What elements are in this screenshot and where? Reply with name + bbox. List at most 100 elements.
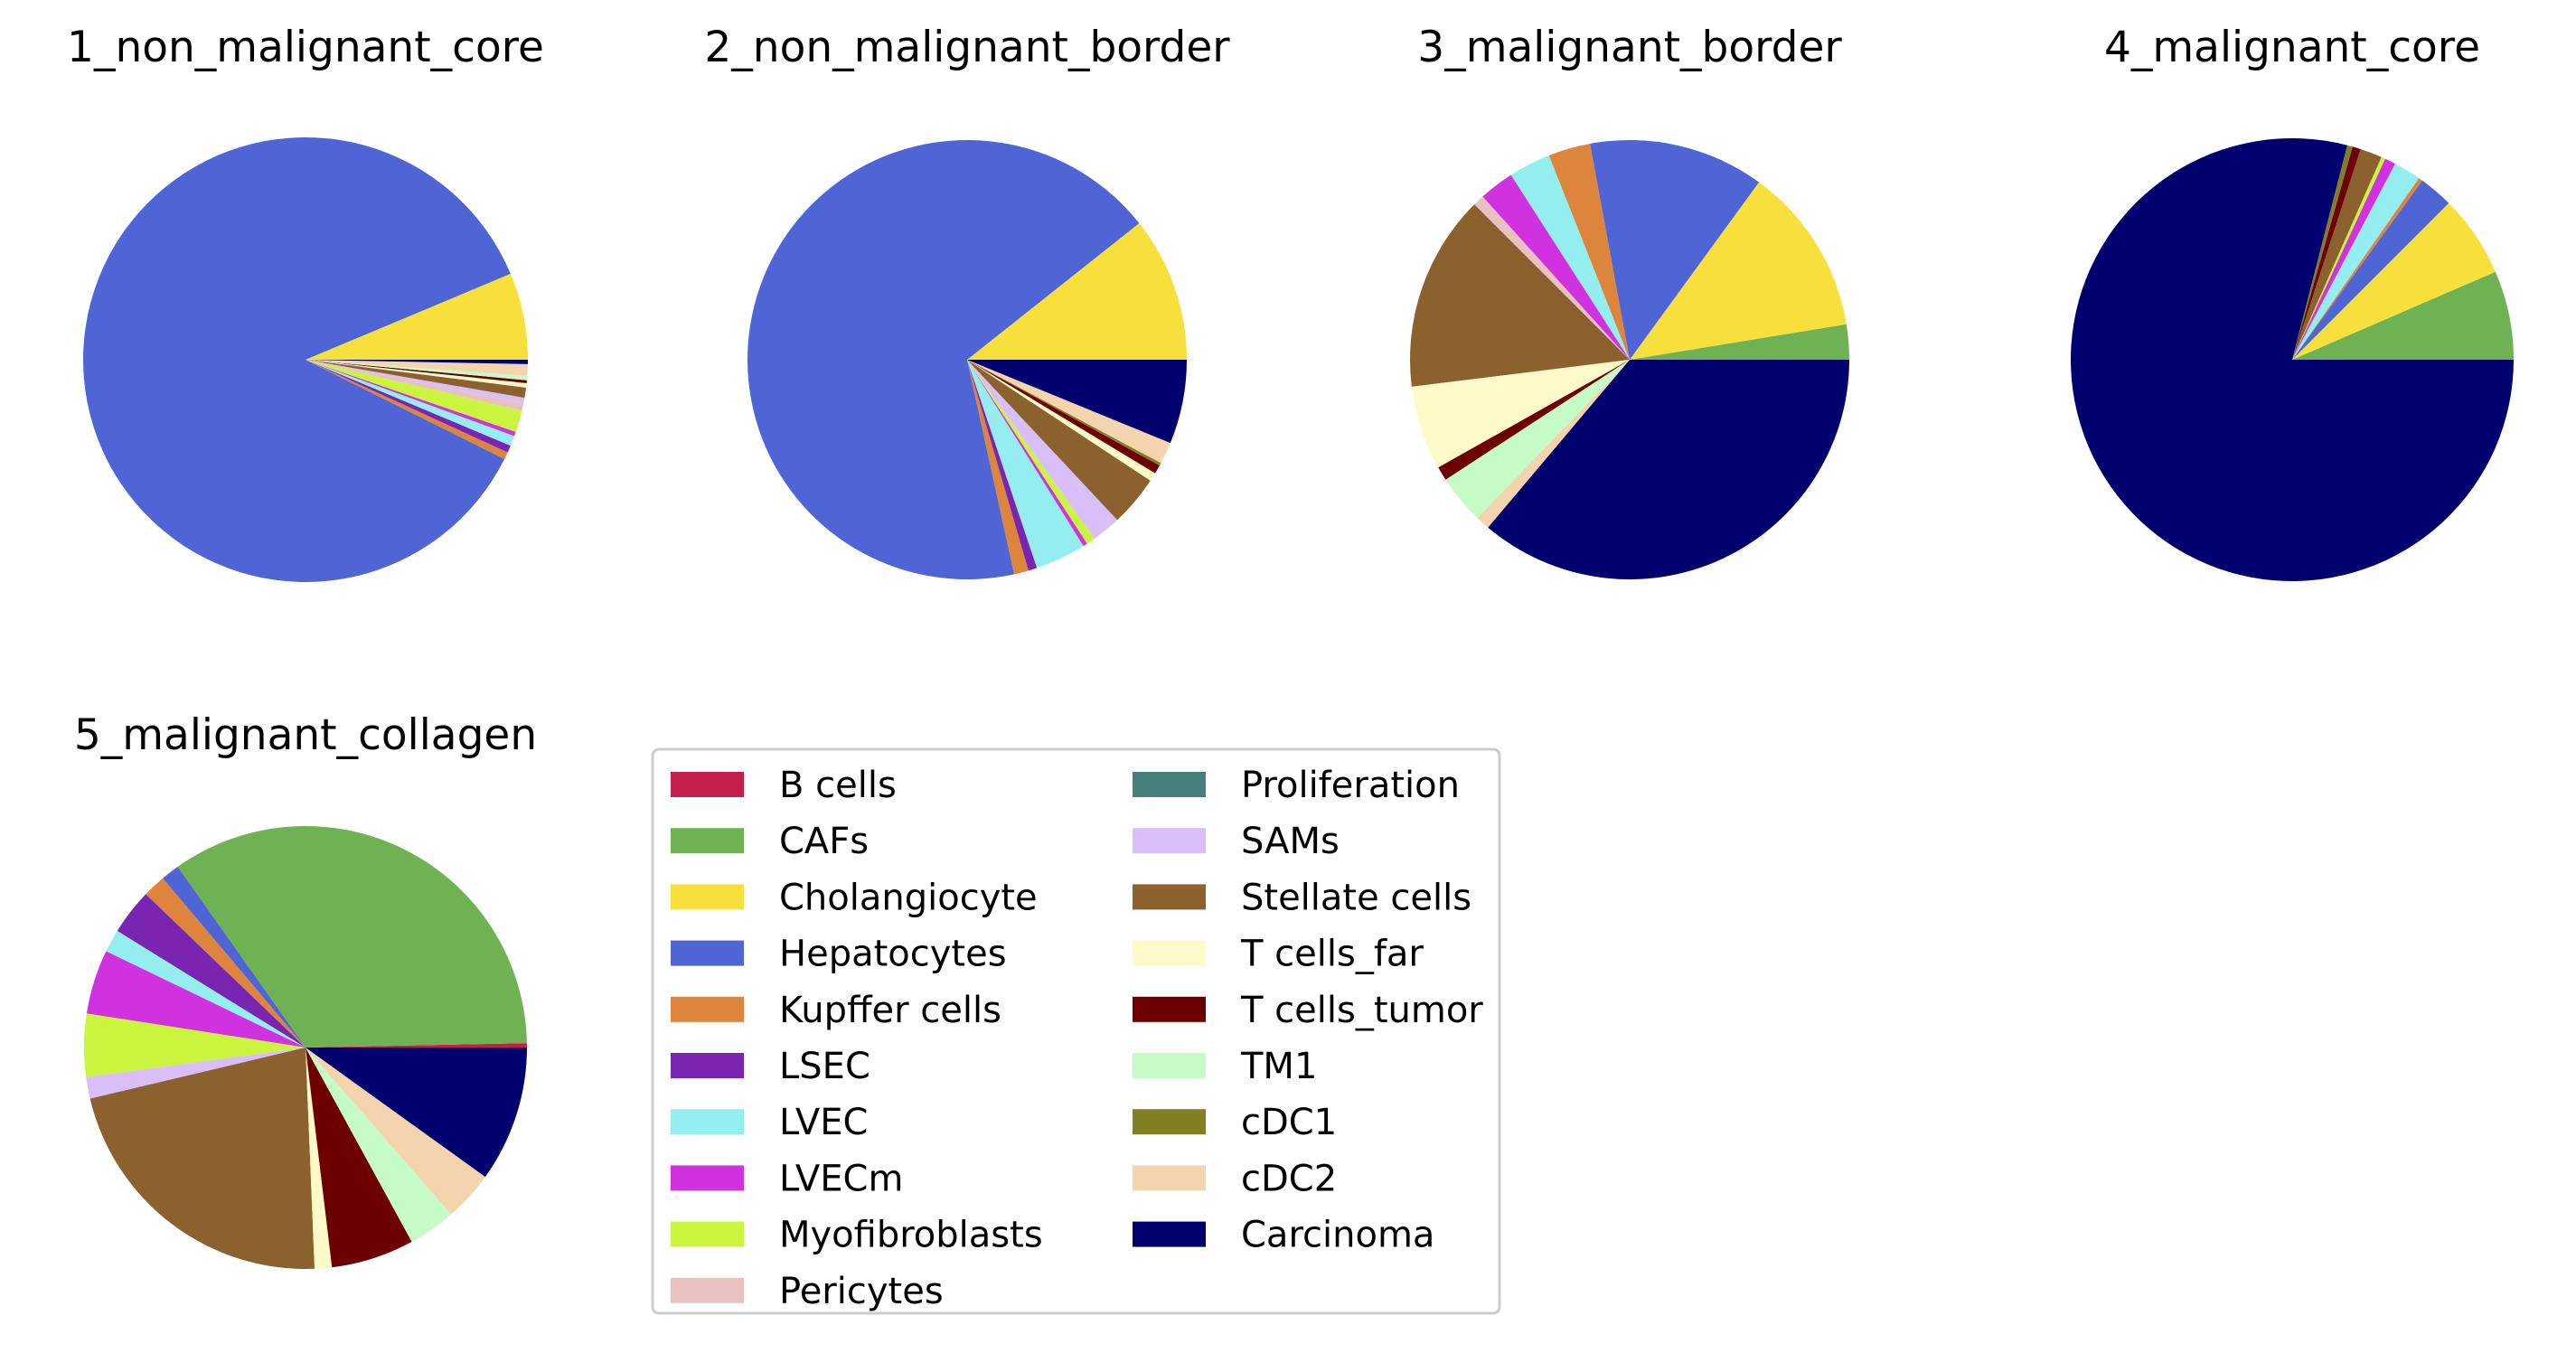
legend-item-cholangiocyte: Cholangiocyte [671,877,1038,918]
pie-slice-cafs [1630,324,1849,360]
pie-slice-b-cells [306,1043,527,1048]
legend-swatch [671,1221,744,1247]
pie-slice-lsec [117,894,306,1048]
pie-slice-stellate-cells [89,1048,315,1269]
legend-label: TM1 [1240,1046,1317,1087]
pie-slice-lvec [2292,164,2420,360]
pie-slice-kupffer-cells [967,360,1029,575]
pie-slice-tm1 [306,360,528,381]
pie-slice-carcinoma [1488,360,1849,580]
pie-slice-kupffer-cells [146,878,306,1048]
legend-swatch [671,884,744,910]
pie-slice-t-cells-tumor [2292,146,2361,360]
legend-item-cafs: CAFs [671,821,869,862]
pie-slice-t-cells-far [306,360,527,388]
pie-slice-cdc1 [2292,145,2353,360]
pie-slice-lvecm [967,360,1087,547]
pie-slice-t-cells-tumor [306,360,527,383]
pie-slice-tm1 [1445,360,1630,519]
pie-slice-hepatocytes [82,136,511,582]
pie-slice-cholangiocyte [2292,202,2496,360]
pie-slice-cholangiocyte [967,222,1187,360]
legend-item-hepatocytes: Hepatocytes [671,934,1007,975]
legend-item-t-cells-far: T cells_far [1133,934,1424,975]
pie-slice-hepatocytes [163,866,306,1048]
pie-slice-t-cells-tumor [967,360,1160,474]
legend-label: LVEC [779,1102,868,1143]
pie-title: 2_non_malignant_border [704,23,1230,72]
legend-item-tm1: TM1 [1133,1046,1317,1087]
pie-slice-lvecm [2292,158,2395,360]
pie-slice-lvecm [1482,174,1630,360]
pie-2: 2_non_malignant_border [704,23,1230,580]
pie-slice-cafs [177,826,527,1048]
legend-label: Kupffer cells [779,990,1001,1031]
pie-slice-myofibroblasts [83,1013,306,1077]
legend-label: Myofibroblasts [779,1215,1043,1256]
pie-slice-hepatocytes [747,140,1140,580]
legend-label: B cells [779,765,897,806]
pie-slice-kupffer-cells [2292,178,2423,360]
legend-swatch [1133,884,1206,910]
pie-slice-stellate-cells [306,360,527,399]
pie-title: 4_malignant_core [2104,23,2480,72]
legend-label: Hepatocytes [779,934,1007,975]
pie-slice-myofibroblasts [306,360,522,432]
legend-item-lvec: LVEC [671,1102,868,1143]
pie-slice-cdc2 [306,360,528,376]
pie-charts: 1_non_malignant_core 2_non_malignant_bord… [67,23,2514,1269]
pie-slice-kupffer-cells [306,360,508,459]
pie-slice-stellate-cells [2292,148,2382,360]
pie-slice-sams [306,360,525,404]
pie-slice-stellate-cells [1410,204,1630,387]
legend-item-lvecm: LVECm [671,1158,903,1199]
legend-swatch [1133,1165,1206,1191]
legend-label: SAMs [1241,821,1340,862]
pie-slice-lvec [1510,155,1630,360]
legend-swatch [671,772,744,797]
pie-slice-t-cells-far [1411,360,1630,468]
legend-swatch [671,940,744,966]
legend-item-proliferation: Proliferation [1133,765,1460,806]
pie-slice-cdc2 [967,360,1170,464]
legend-item-cdc1: cDC1 [1133,1102,1337,1143]
legend-label: Proliferation [1241,765,1460,806]
legend-swatch [1133,996,1206,1022]
legend-label: T cells_tumor [1240,990,1483,1031]
pie-4: 4_malignant_core [2070,23,2514,581]
legend-item-myofibroblasts: Myofibroblasts [671,1215,1043,1256]
pie-1: 1_non_malignant_core [67,23,544,582]
pie-slice-lsec [967,360,1038,571]
pie-slice-pericytes [306,360,524,411]
pie-slice-carcinoma [967,360,1187,444]
legend-swatch [671,1109,744,1135]
legend-item-b-cells: B cells [671,765,897,806]
legend-swatch [1133,772,1206,797]
pie-slice-cdc1 [967,360,1161,466]
pie-slice-myofibroblasts [2292,156,2385,360]
legend-item-stellate-cells: Stellate cells [1133,877,1471,918]
pie-title: 1_non_malignant_core [67,23,544,72]
pie-slice-carcinoma [306,1048,527,1178]
legend-item-lsec: LSEC [671,1046,870,1087]
pie-slice-t-cells-tumor [1438,360,1630,480]
pie-slice-carcinoma [306,360,528,364]
legend-item-kupffer-cells: Kupffer cells [671,990,1001,1031]
legend-item-t-cells-tumor: T cells_tumor [1133,990,1483,1031]
legend-label: LVECm [779,1158,903,1199]
pie-slice-myofibroblasts [967,360,1095,544]
legend-swatch [671,1277,744,1303]
legend-swatch [671,1053,744,1078]
legend-label: cDC1 [1241,1102,1337,1143]
pie-slice-t-cells-tumor [306,1048,412,1268]
pie-5: 5_malignant_collagen [74,710,537,1269]
pie-slice-carcinoma [2070,138,2514,581]
pie-slice-cholangiocyte [306,273,528,360]
pie-slice-pericytes [1474,196,1630,360]
legend-label: Cholangiocyte [779,877,1038,918]
pie-slice-sams [86,1048,306,1099]
pie-3: 3_malignant_border [1410,23,1849,580]
pie-slice-kupffer-cells [1548,144,1630,360]
legend-swatch [1133,940,1206,966]
